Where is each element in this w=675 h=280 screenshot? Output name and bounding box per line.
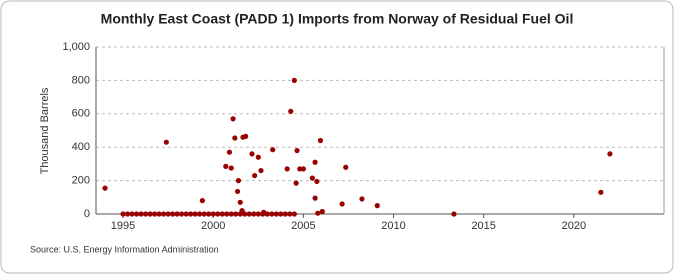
- point: [239, 208, 245, 214]
- point: [278, 211, 284, 217]
- point: [261, 209, 267, 215]
- point: [343, 164, 349, 170]
- source: Source: U.S. Energy Information Administ…: [30, 244, 219, 254]
- point: [300, 166, 306, 172]
- point: [199, 198, 205, 204]
- point: [288, 108, 294, 114]
- point: [230, 116, 236, 122]
- point: [315, 210, 321, 216]
- point: [133, 211, 140, 217]
- point: [102, 185, 108, 191]
- point: [210, 211, 216, 217]
- point: [255, 211, 261, 217]
- point: [255, 154, 261, 160]
- point: [124, 211, 131, 217]
- point: [235, 178, 242, 184]
- x-tick-label: 2005: [291, 220, 315, 232]
- point: [188, 211, 194, 217]
- x-tick-label: 1995: [111, 220, 135, 232]
- point: [282, 211, 288, 217]
- point: [249, 151, 255, 157]
- point: [233, 211, 239, 217]
- point: [219, 211, 225, 217]
- y-tick-label: 800: [72, 74, 90, 86]
- point: [251, 211, 257, 217]
- point: [156, 211, 162, 217]
- x-tick-label: 2020: [562, 220, 586, 232]
- point: [224, 211, 230, 217]
- y-tick-label: 1,000: [62, 41, 90, 53]
- point: [319, 208, 325, 215]
- point: [147, 211, 153, 217]
- chart-title: Monthly East Coast (PADD 1) Imports from…: [101, 11, 574, 27]
- point: [179, 211, 185, 217]
- point: [291, 211, 297, 217]
- point: [120, 211, 126, 217]
- point: [607, 151, 613, 157]
- point: [152, 211, 158, 217]
- point: [232, 135, 238, 141]
- chart-frame: [0, 0, 674, 274]
- point: [192, 211, 198, 217]
- point: [174, 211, 180, 217]
- y-tick-label: 200: [72, 175, 90, 187]
- point: [270, 147, 276, 153]
- y-tick-label: 400: [72, 141, 90, 153]
- point: [359, 196, 365, 202]
- point: [165, 211, 171, 217]
- point: [228, 165, 234, 171]
- point: [206, 211, 212, 217]
- point: [142, 211, 149, 217]
- point: [293, 180, 299, 186]
- point: [129, 211, 135, 217]
- point: [223, 163, 229, 170]
- y-axis-label: Thousand Barrels: [39, 87, 51, 174]
- point: [598, 189, 604, 195]
- point: [163, 139, 169, 145]
- point: [287, 211, 293, 217]
- point: [294, 147, 300, 154]
- point: [215, 211, 221, 217]
- point: [246, 211, 252, 217]
- point: [234, 188, 241, 195]
- point: [284, 166, 290, 172]
- point: [314, 178, 320, 185]
- point: [451, 211, 457, 217]
- point: [312, 195, 318, 201]
- point: [374, 203, 380, 209]
- point: [291, 77, 297, 83]
- point: [297, 166, 303, 172]
- point: [161, 211, 167, 217]
- point: [309, 175, 315, 181]
- x-tick-label: 2000: [201, 220, 225, 232]
- point: [273, 211, 279, 217]
- point: [243, 133, 249, 139]
- point: [170, 211, 176, 217]
- x-tick-label: 2010: [381, 220, 405, 232]
- point: [258, 167, 264, 174]
- y-tick-label: 0: [84, 208, 90, 220]
- y-tick-label: 600: [72, 108, 90, 120]
- point: [226, 149, 233, 155]
- point: [237, 199, 243, 205]
- point: [228, 211, 234, 217]
- point: [339, 201, 345, 207]
- point: [312, 159, 318, 165]
- point: [269, 211, 275, 217]
- point: [201, 211, 207, 217]
- x-tick-label: 2015: [471, 220, 495, 232]
- point: [183, 211, 189, 217]
- point: [317, 137, 324, 144]
- point: [197, 211, 203, 217]
- point: [252, 172, 258, 179]
- point: [138, 211, 144, 217]
